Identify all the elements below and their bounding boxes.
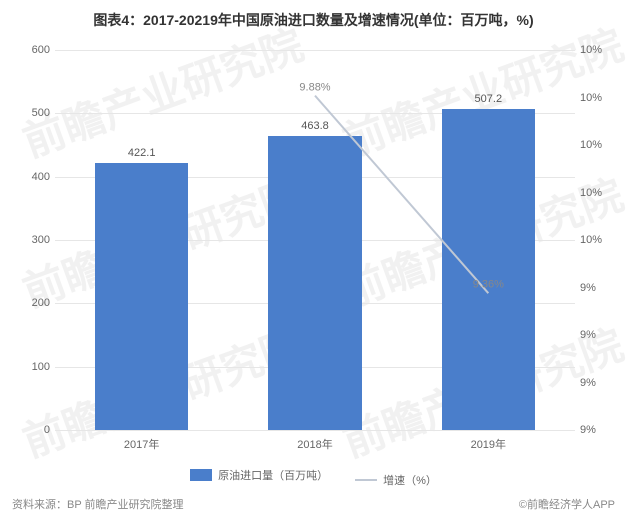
y-left-tick-label: 500: [20, 107, 50, 119]
y-right-tick-label: 10%: [580, 44, 610, 56]
chart-title: 图表4：2017-20219年中国原油进口数量及增速情况(单位：百万吨，%): [0, 0, 627, 30]
y-right-tick-label: 10%: [580, 234, 610, 246]
y-left-tick-label: 100: [20, 361, 50, 373]
line-layer: [55, 50, 575, 430]
legend-label-line: 增速（%）: [383, 472, 437, 488]
y-left-tick-label: 400: [20, 171, 50, 183]
y-right-tick-label: 9%: [580, 329, 610, 341]
y-left-tick-label: 200: [20, 297, 50, 309]
y-right-tick-label: 10%: [580, 139, 610, 151]
y-left-tick-label: 0: [20, 424, 50, 436]
source-text: 资料来源：BP 前瞻产业研究院整理: [12, 496, 184, 512]
copyright-text: ©前瞻经济学人APP: [519, 496, 615, 512]
y-right-tick-label: 9%: [580, 424, 610, 436]
legend-swatch-line: [355, 479, 377, 481]
gridline: [55, 430, 575, 431]
growth-line: [315, 96, 488, 294]
y-right-tick-label: 10%: [580, 92, 610, 104]
line-value-label: 9.36%: [473, 279, 504, 291]
legend-swatch-bar: [190, 469, 212, 481]
legend: 原油进口量（百万吨） 增速（%）: [0, 467, 627, 488]
y-left-tick-label: 300: [20, 234, 50, 246]
y-right-tick-label: 10%: [580, 187, 610, 199]
legend-item-bar: 原油进口量（百万吨）: [190, 467, 328, 483]
y-left-tick-label: 600: [20, 44, 50, 56]
x-tick-label: 2017年: [124, 436, 159, 452]
legend-item-line: 增速（%）: [355, 472, 437, 488]
y-right-tick-label: 9%: [580, 377, 610, 389]
legend-label-bar: 原油进口量（百万吨）: [218, 467, 328, 483]
line-value-label: 9.88%: [299, 81, 330, 93]
x-tick-label: 2018年: [297, 436, 332, 452]
x-tick-label: 2019年: [471, 436, 506, 452]
chart-plot-area: 前瞻产业研究院前瞻产业研究院前瞻产业研究院前瞻产业研究院前瞻产业研究院前瞻产业研…: [55, 50, 575, 430]
y-right-tick-label: 9%: [580, 282, 610, 294]
